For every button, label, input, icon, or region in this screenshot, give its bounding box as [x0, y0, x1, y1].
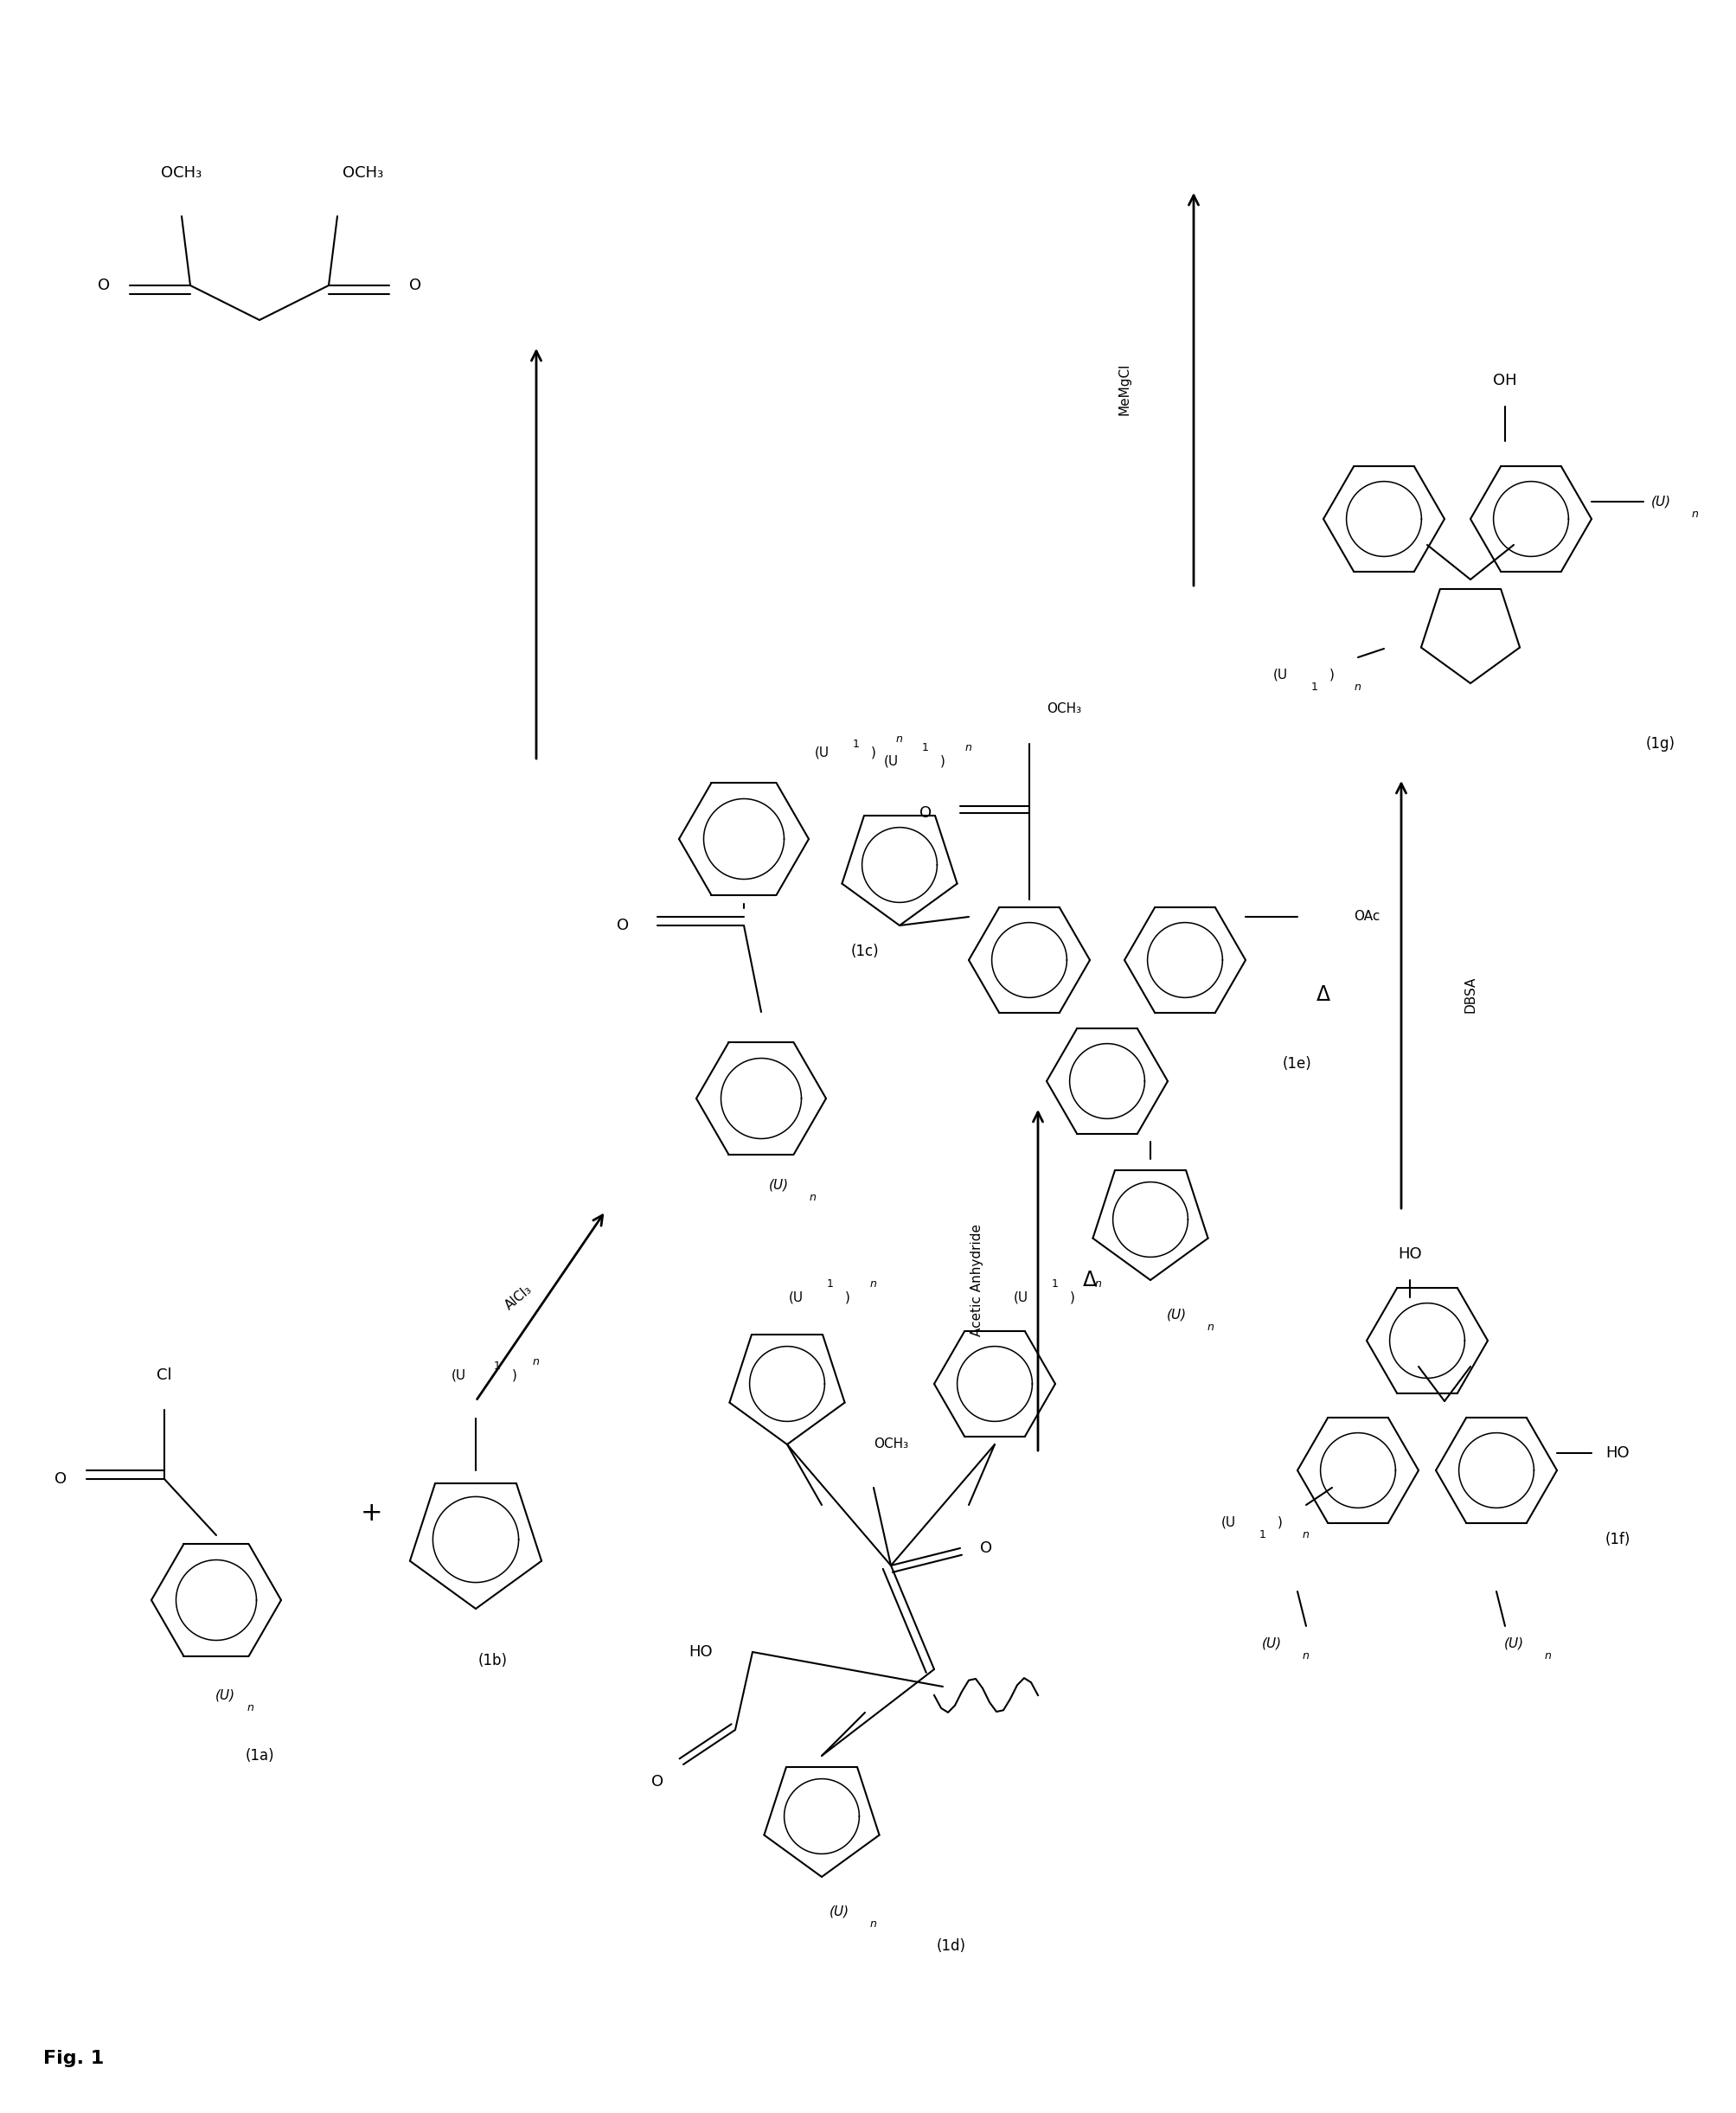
Text: (U: (U	[1272, 668, 1286, 680]
Text: ): )	[512, 1369, 517, 1382]
Text: 1: 1	[826, 1278, 833, 1291]
Text: DBSA: DBSA	[1463, 976, 1476, 1012]
Text: (1f): (1f)	[1604, 1532, 1630, 1547]
Text: n: n	[533, 1357, 540, 1367]
Text: 1: 1	[493, 1361, 500, 1371]
Text: O: O	[410, 277, 422, 294]
Text: HO: HO	[689, 1644, 712, 1661]
Text: O: O	[651, 1775, 663, 1790]
Text: O: O	[616, 917, 628, 934]
Text: n: n	[870, 1919, 877, 1929]
Text: ): )	[939, 754, 944, 767]
Text: n: n	[1207, 1323, 1213, 1333]
Text: (1a): (1a)	[245, 1747, 274, 1764]
Text: OCH₃: OCH₃	[342, 165, 384, 182]
Text: ): )	[1328, 668, 1333, 680]
Text: (U: (U	[451, 1369, 465, 1382]
Text: n: n	[809, 1192, 816, 1204]
Text: +: +	[361, 1500, 384, 1526]
Text: 1: 1	[1052, 1278, 1059, 1291]
Text: OH: OH	[1493, 372, 1516, 389]
Text: n: n	[247, 1703, 253, 1714]
Text: OAc: OAc	[1352, 911, 1378, 923]
Text: HO: HO	[1397, 1247, 1422, 1261]
Text: Δ: Δ	[1316, 985, 1330, 1006]
Text: O: O	[979, 1540, 991, 1555]
Text: HO: HO	[1604, 1445, 1628, 1460]
Text: (U: (U	[1220, 1515, 1234, 1528]
Text: Fig. 1: Fig. 1	[43, 2050, 104, 2067]
Text: n: n	[1354, 682, 1361, 693]
Text: (U): (U)	[828, 1906, 849, 1919]
Text: Acetic Anhydride: Acetic Anhydride	[970, 1223, 983, 1335]
Text: O: O	[918, 805, 930, 820]
Text: n: n	[1302, 1530, 1309, 1540]
Text: (U: (U	[1012, 1291, 1028, 1304]
Text: (1b): (1b)	[477, 1652, 507, 1669]
Text: 1: 1	[922, 742, 929, 754]
Text: (U): (U)	[1260, 1638, 1281, 1650]
Text: 1: 1	[852, 737, 859, 750]
Text: 1: 1	[1259, 1530, 1266, 1540]
Text: ): )	[871, 746, 875, 759]
Text: (U): (U)	[1503, 1638, 1522, 1650]
Text: AlCl₃: AlCl₃	[503, 1283, 535, 1312]
Text: (1c): (1c)	[851, 945, 878, 959]
Text: n: n	[1095, 1278, 1101, 1291]
Text: (1g): (1g)	[1646, 735, 1675, 752]
Text: ): )	[1069, 1291, 1075, 1304]
Text: (U): (U)	[1649, 494, 1670, 507]
Text: n: n	[870, 1278, 877, 1291]
Text: n: n	[1691, 509, 1698, 520]
Text: (U): (U)	[215, 1688, 234, 1701]
Text: n: n	[1543, 1650, 1550, 1663]
Text: (U): (U)	[1167, 1308, 1186, 1321]
Text: 1: 1	[1311, 682, 1318, 693]
Text: ): )	[845, 1291, 851, 1304]
Text: OCH₃: OCH₃	[161, 165, 201, 182]
Text: Cl: Cl	[156, 1367, 172, 1384]
Text: n: n	[965, 742, 972, 754]
Text: ): )	[1278, 1515, 1283, 1528]
Text: O: O	[54, 1471, 66, 1488]
Text: (U: (U	[814, 746, 828, 759]
Text: n: n	[896, 733, 903, 746]
Text: (U: (U	[884, 754, 898, 767]
Text: O: O	[97, 277, 109, 294]
Text: Δ: Δ	[1082, 1270, 1097, 1291]
Text: (1e): (1e)	[1283, 1056, 1311, 1071]
Text: (U): (U)	[767, 1179, 788, 1192]
Text: MeMgCl: MeMgCl	[1118, 363, 1130, 416]
Text: OCH₃: OCH₃	[1047, 704, 1082, 716]
Text: OCH₃: OCH₃	[873, 1439, 908, 1452]
Text: n: n	[1302, 1650, 1309, 1663]
Text: (U: (U	[788, 1291, 802, 1304]
Text: (1d): (1d)	[936, 1938, 965, 1955]
